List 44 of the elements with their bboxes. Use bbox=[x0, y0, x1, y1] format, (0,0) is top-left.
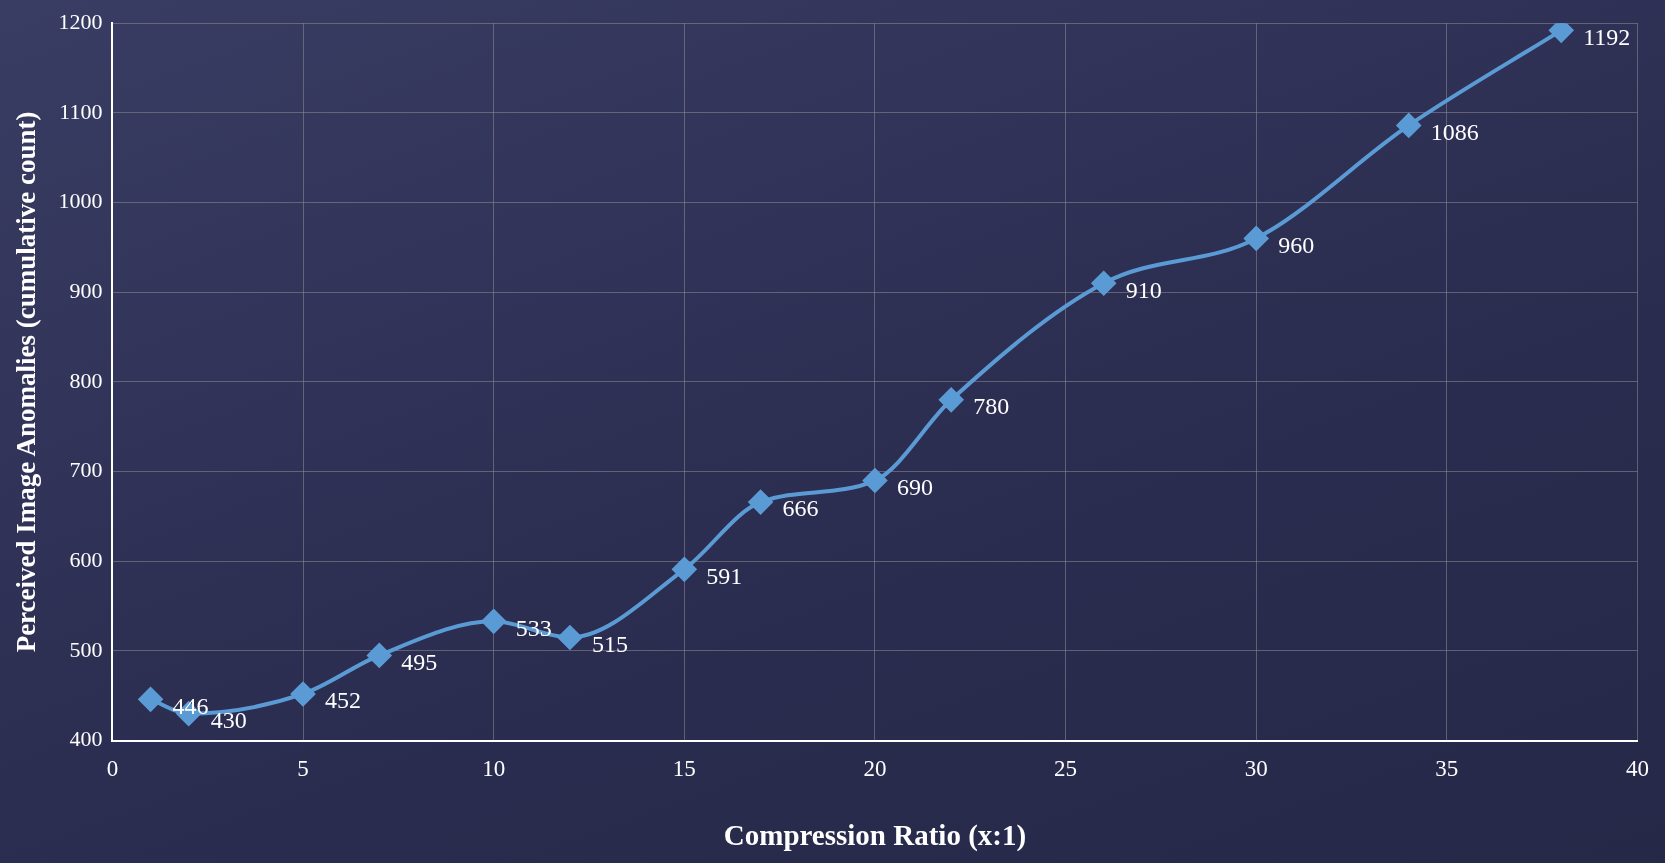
point bbox=[291, 681, 316, 706]
data-label: 780 bbox=[973, 393, 1010, 420]
y-tick-label: 900 bbox=[69, 278, 103, 304]
point bbox=[1244, 226, 1269, 251]
point bbox=[367, 643, 392, 668]
point bbox=[748, 490, 773, 515]
x-tick-label: 35 bbox=[1435, 756, 1459, 782]
point bbox=[862, 468, 887, 493]
point bbox=[939, 387, 964, 412]
y-tick-label: 800 bbox=[69, 367, 103, 393]
y-tick-label: 600 bbox=[69, 547, 103, 573]
data-label: 430 bbox=[210, 706, 247, 733]
y-tick-label: 1000 bbox=[58, 188, 103, 214]
point bbox=[138, 687, 163, 712]
data-label: 910 bbox=[1125, 276, 1162, 303]
x-tick-label: 10 bbox=[482, 756, 506, 782]
data-label: 960 bbox=[1278, 231, 1315, 258]
data-label: 495 bbox=[401, 648, 438, 675]
data-label: 1086 bbox=[1430, 118, 1479, 145]
point bbox=[557, 625, 582, 650]
point bbox=[481, 609, 506, 634]
x-tick-label: 15 bbox=[672, 756, 696, 782]
x-tick-label: 30 bbox=[1244, 756, 1268, 782]
data-label: 690 bbox=[896, 473, 933, 500]
x-tick-label: 40 bbox=[1626, 756, 1649, 782]
x-tick-label: 5 bbox=[297, 756, 309, 782]
point bbox=[1091, 271, 1116, 296]
x-tick-label: 25 bbox=[1054, 756, 1078, 782]
data-label: 515 bbox=[591, 630, 628, 657]
data-label: 591 bbox=[706, 562, 743, 589]
data-label: 1192 bbox=[1583, 23, 1631, 50]
data-label: 452 bbox=[325, 687, 362, 714]
x-tick-label: 0 bbox=[106, 756, 119, 782]
point bbox=[1396, 113, 1421, 138]
point bbox=[672, 557, 697, 582]
y-tick-label: 1200 bbox=[58, 8, 103, 34]
y-axis-title: Perceived Image Anomalies (cumulative count) bbox=[11, 111, 42, 653]
y-tick-label: 700 bbox=[69, 457, 103, 483]
y-tick-label: 1100 bbox=[59, 98, 103, 124]
x-tick-label: 20 bbox=[863, 756, 887, 782]
data-label: 666 bbox=[782, 495, 819, 522]
y-tick-label: 500 bbox=[69, 636, 103, 662]
x-axis-title: Compression Ratio (x:1) bbox=[723, 819, 1027, 853]
y-tick-label: 400 bbox=[69, 726, 103, 752]
